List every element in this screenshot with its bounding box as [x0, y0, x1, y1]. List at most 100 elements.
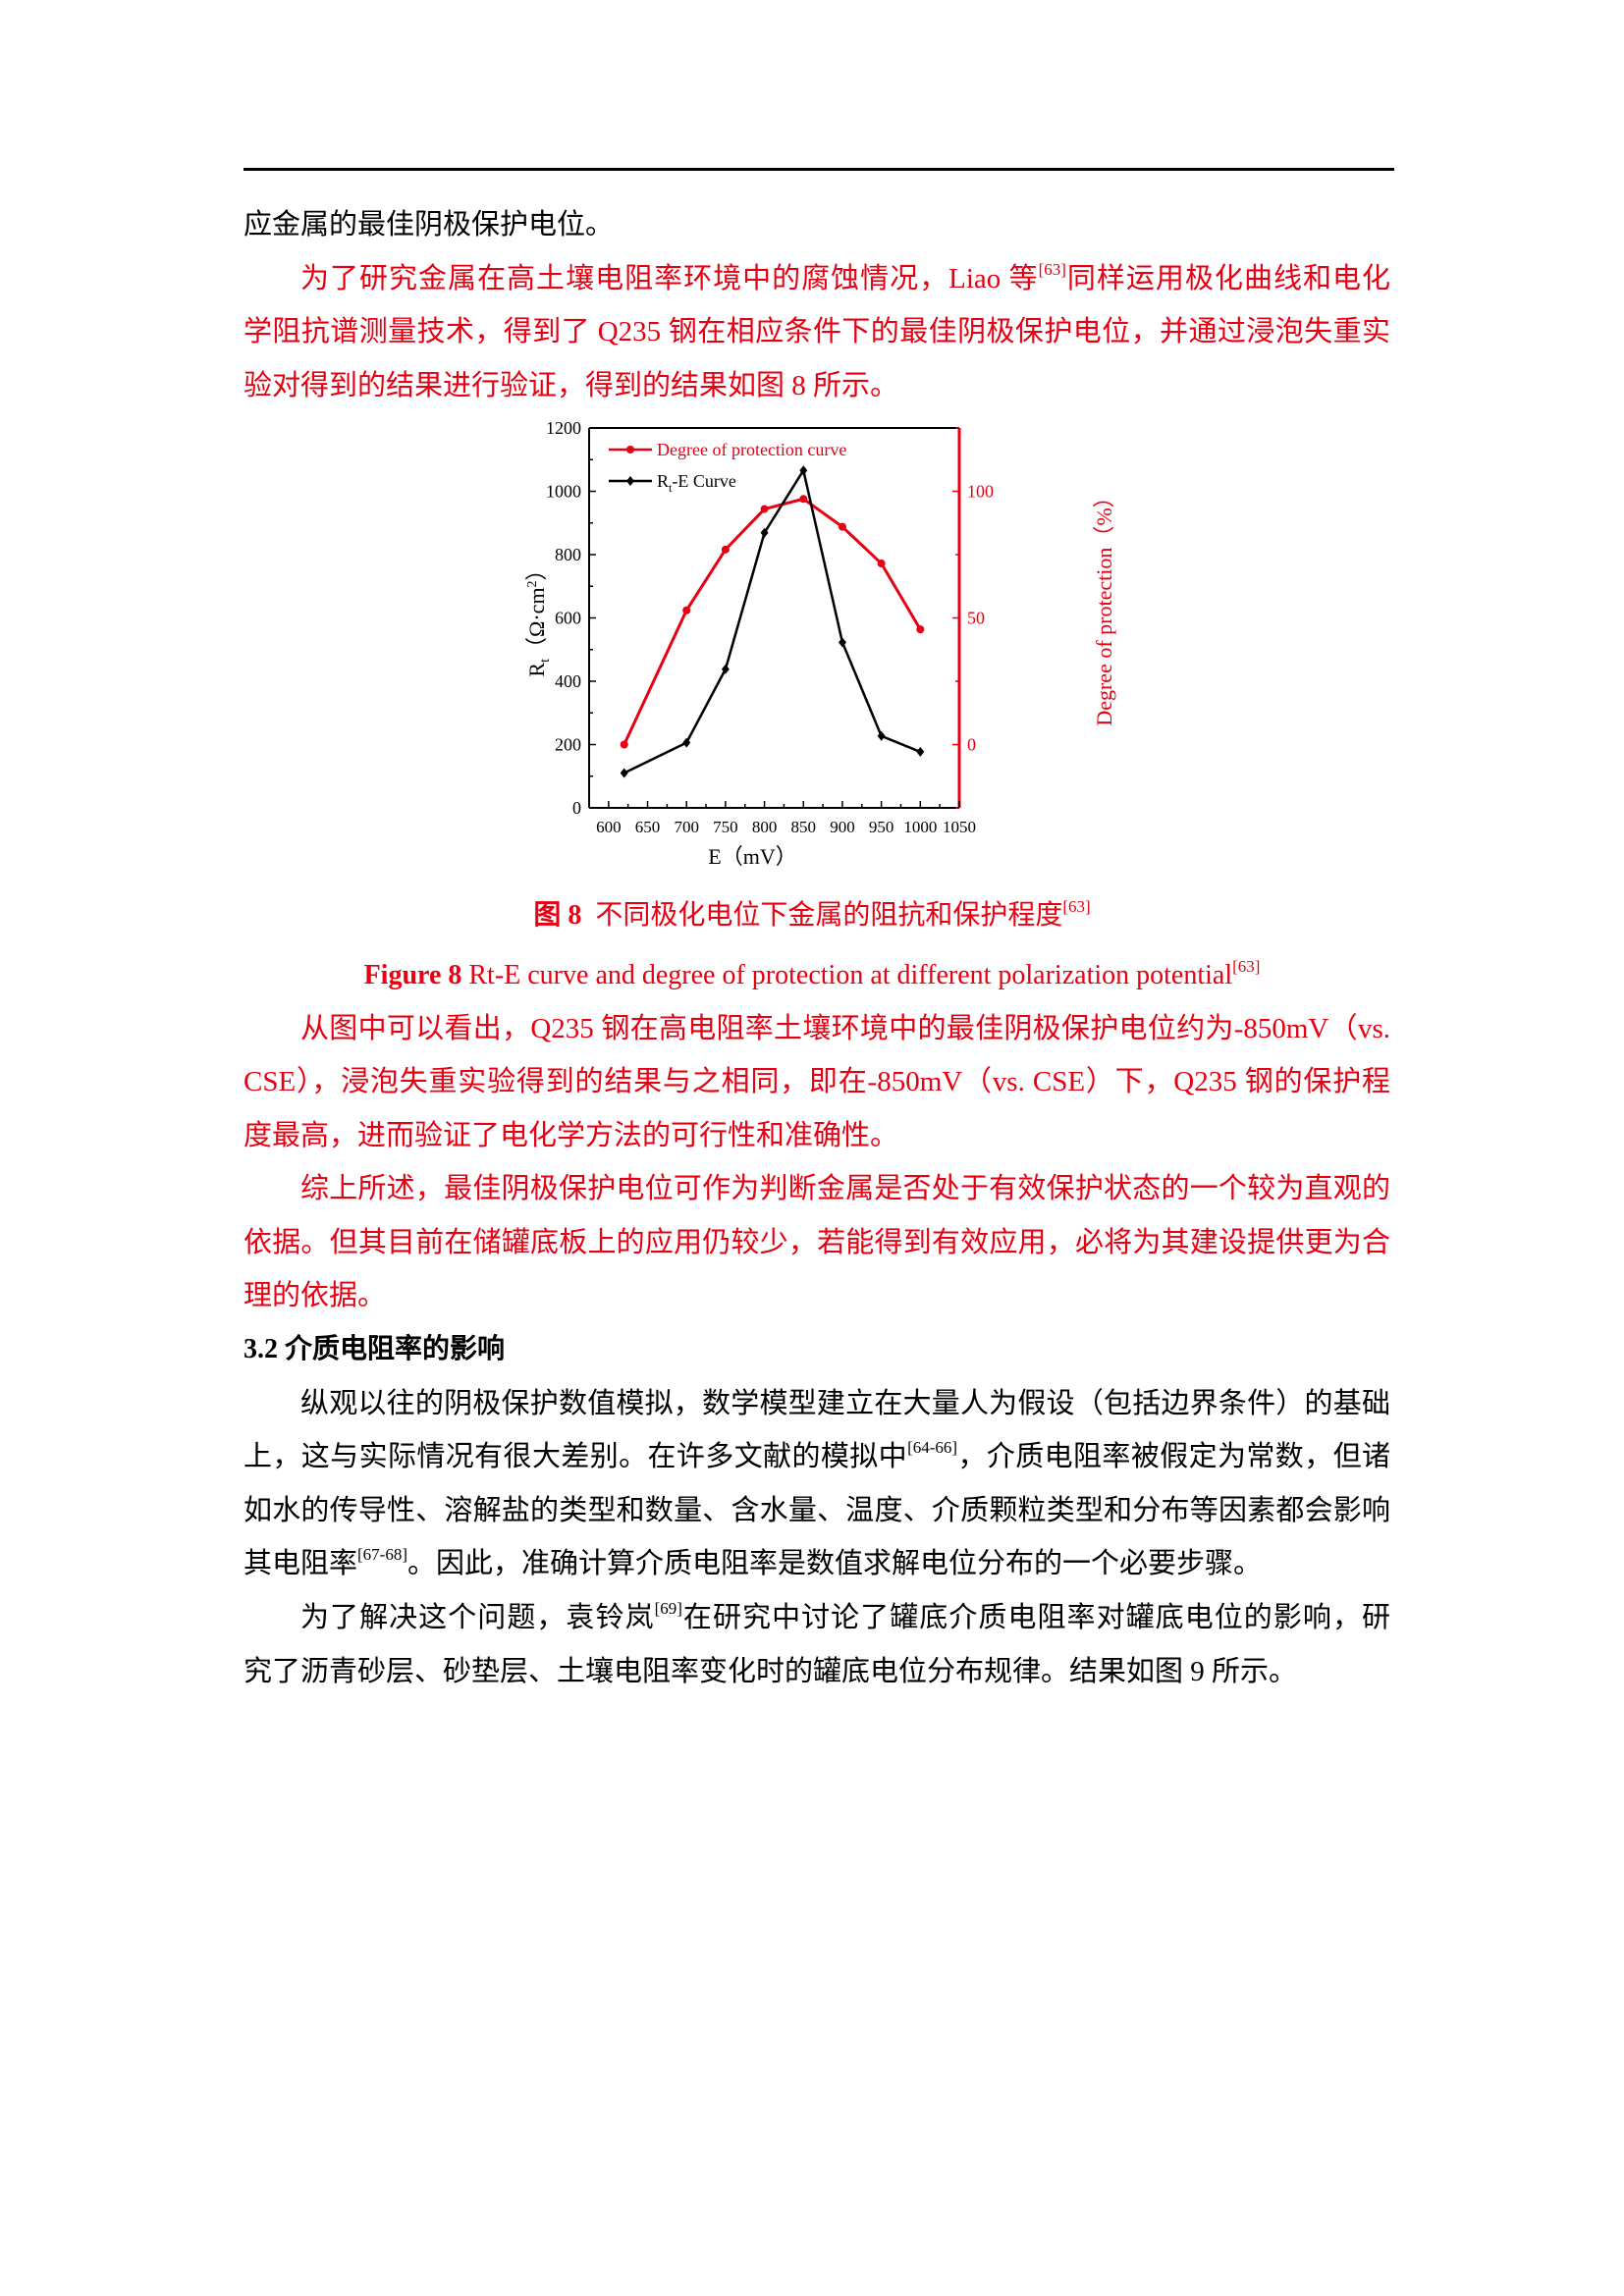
paragraph-line: 纵观以往的阴极保护数值模拟，数学模型建立在大量人为假设（包括边界条件）的基础: [300, 1384, 1390, 1423]
citation-ref: [69]: [654, 1599, 682, 1619]
text-span: 学阻抗谱测量技术，得到了 Q235 钢在相应条件下的最佳阴极保护电位，并通过浸泡…: [244, 316, 1390, 347]
x-axis-title: E（mV）: [708, 844, 796, 869]
citation-ref: [63]: [1038, 260, 1066, 280]
data-point: [838, 522, 846, 531]
paragraph-line: 依据。但其目前在储罐底板上的应用仍较少，若能得到有效应用，必将为其建设提供更为合: [244, 1223, 1390, 1262]
x-tick-label: 750: [713, 818, 738, 836]
paragraph-line: 应金属的最佳阴极保护电位。: [244, 205, 1390, 244]
text-span: 如水的传导性、溶解盐的类型和数量、含水量、温度、介质颗粒类型和分布等因素都会影响: [244, 1495, 1390, 1526]
paragraph-line: 综上所述，最佳阴极保护电位可作为判断金属是否处于有效保护状态的一个较为直观的: [300, 1169, 1390, 1208]
text-span: 理的依据。: [244, 1280, 387, 1311]
data-point: [877, 560, 886, 568]
paragraph-line: 验对得到的结果进行验证，得到的结果如图 8 所示。: [244, 366, 1390, 405]
data-point: [916, 746, 925, 757]
data-point: [620, 768, 628, 778]
text-span: 在研究中讨论了罐底介质电阻率对罐底电位的影响，研: [681, 1602, 1390, 1633]
legend-marker: [626, 446, 634, 454]
x-tick-label: 650: [635, 818, 661, 836]
legend-label-part: R: [657, 471, 669, 491]
data-point: [799, 495, 808, 504]
caption-text-en: Rt-E curve and degree of protection at d…: [461, 960, 1233, 990]
text-span: 同样运用极化曲线和电化: [1065, 263, 1390, 294]
paragraph-line: CSE），浸泡失重实验得到的结果与之相同，即在-850mV（vs. CSE）下，…: [244, 1062, 1390, 1101]
data-point: [760, 505, 769, 513]
data-point: [682, 737, 691, 748]
text-span: 为了解决这个问题，袁铃岚: [300, 1602, 655, 1633]
y-left-tick-label: 600: [555, 609, 581, 628]
legend-label: Degree of protection curve: [657, 440, 846, 459]
citation-ref: [67-68]: [357, 1545, 407, 1565]
legend-label: Rt-E Curve: [657, 471, 736, 495]
caption-label-en: Figure 8: [363, 960, 462, 990]
data-point: [877, 730, 886, 741]
text-span: 纵观以往的阴极保护数值模拟，数学模型建立在大量人为假设（包括边界条件）的基础: [300, 1388, 1390, 1419]
data-point: [760, 527, 769, 538]
y-right-tick-label: 100: [967, 482, 994, 502]
data-point: [721, 664, 730, 674]
caption-ref-en: [63]: [1232, 956, 1261, 976]
legend-label-part: t: [669, 481, 673, 495]
series-line-1: [623, 466, 921, 774]
y-left-tick-label: 800: [555, 545, 581, 564]
text-span: 度最高，进而验证了电化学方法的可行性和准确性。: [244, 1120, 899, 1151]
x-tick-label: 700: [674, 818, 699, 836]
y-right-tick-label: 50: [967, 609, 985, 628]
y-left-tick-label: 0: [572, 798, 581, 818]
y-right-axis-title: Degree of protection（%）: [1092, 486, 1116, 725]
paragraph-line: 为了解决这个问题，袁铃岚[69]在研究中讨论了罐底介质电阻率对罐底电位的影响，研: [300, 1598, 1390, 1637]
legend-label-part: -E Curve: [672, 471, 735, 491]
caption-ref: [63]: [1062, 896, 1091, 916]
text-span: CSE），浸泡失重实验得到的结果与之相同，即在-850mV（vs. CSE）下，…: [244, 1066, 1390, 1097]
text-span: 。因此，准确计算介质电阻率是数值求解电位分布的一个必要步骤。: [407, 1548, 1263, 1579]
figure-caption-en: Figure 8 Rt-E curve and degree of protec…: [0, 956, 1624, 995]
figure-8-chart: 600 650 700 750 800 850 900 950 1000 105002004006…: [524, 418, 1116, 869]
y-left-title-part: 2: [525, 580, 540, 587]
x-tick-label: 800: [752, 818, 778, 836]
header-rule: [244, 168, 1394, 171]
text-span: 从图中可以看出，Q235 钢在高电阻率土壤环境中的最佳阴极保护电位约为-850m…: [300, 1013, 1390, 1044]
paragraph-line: 为了研究金属在高土壤电阻率环境中的腐蚀情况，Liao 等[63]同样运用极化曲线…: [300, 259, 1390, 298]
text-span: 验对得到的结果进行验证，得到的结果如图 8 所示。: [244, 370, 899, 401]
caption-label: 图 8: [533, 900, 582, 931]
y-left-title-part: （Ω·cm: [524, 587, 549, 659]
paragraph-line: 度最高，进而验证了电化学方法的可行性和准确性。: [244, 1116, 1390, 1155]
x-tick-label: 900: [830, 818, 855, 836]
y-left-axis-title: Rt（Ω·cm2）: [524, 559, 553, 676]
x-tick-label: 1000: [903, 818, 937, 836]
x-tick-label: 600: [596, 818, 622, 836]
data-point: [838, 637, 846, 648]
x-tick-label: 1050: [943, 818, 976, 836]
caption-text: 不同极化电位下金属的阻抗和保护程度: [595, 900, 1063, 931]
text-span: 依据。但其目前在储罐底板上的应用仍较少，若能得到有效应用，必将为其建设提供更为合: [244, 1227, 1390, 1258]
series-line-0: [623, 497, 922, 746]
citation-ref: [64-66]: [907, 1438, 958, 1458]
y-left-title-part: ）: [524, 559, 549, 580]
text-span: 究了沥青砂层、砂垫层、土壤电阻率变化时的罐底电位分布规律。结果如图 9 所示。: [244, 1656, 1298, 1687]
paragraph-line: 学阻抗谱测量技术，得到了 Q235 钢在相应条件下的最佳阴极保护电位，并通过浸泡…: [244, 312, 1390, 351]
paragraph-line: 如水的传导性、溶解盐的类型和数量、含水量、温度、介质颗粒类型和分布等因素都会影响: [244, 1491, 1390, 1530]
text-span: 为了研究金属在高土壤电阻率环境中的腐蚀情况，Liao 等: [300, 263, 1039, 294]
paragraph-line: 理的依据。: [244, 1276, 1390, 1315]
y-right-tick-label: 0: [967, 735, 976, 755]
figure-caption-cn: 图 8 不同极化电位下金属的阻抗和保护程度[63]: [0, 896, 1624, 935]
text-span: 综上所述，最佳阴极保护电位可作为判断金属是否处于有效保护状态的一个较为直观的: [300, 1173, 1390, 1204]
section-heading: 3.2 介质电阻率的影响: [244, 1334, 506, 1364]
data-point: [916, 625, 925, 634]
data-point: [799, 465, 808, 476]
y-left-tick-label: 1000: [546, 482, 581, 502]
paragraph-line: 其电阻率[67-68]。因此，准确计算介质电阻率是数值求解电位分布的一个必要步骤…: [244, 1544, 1390, 1583]
text-span: 应金属的最佳阴极保护电位。: [244, 209, 615, 240]
data-point: [682, 606, 691, 614]
data-point: [721, 545, 730, 554]
data-point: [620, 740, 628, 749]
x-tick-label: 850: [791, 818, 817, 836]
text-span: 上，这与实际情况有很大差别。在许多文献的模拟中: [244, 1441, 908, 1472]
text-span: ，介质电阻率被假定为常数，但诸: [957, 1441, 1390, 1472]
y-left-title-part: R: [524, 663, 549, 677]
paragraph-line: 究了沥青砂层、砂垫层、土壤电阻率变化时的罐底电位分布规律。结果如图 9 所示。: [244, 1652, 1390, 1691]
text-span: 其电阻率: [244, 1548, 358, 1579]
paragraph-line: 从图中可以看出，Q235 钢在高电阻率土壤环境中的最佳阴极保护电位约为-850m…: [300, 1009, 1390, 1048]
x-tick-label: 950: [869, 818, 894, 836]
y-left-title-part: t: [538, 659, 553, 663]
y-left-tick-label: 200: [555, 735, 581, 755]
